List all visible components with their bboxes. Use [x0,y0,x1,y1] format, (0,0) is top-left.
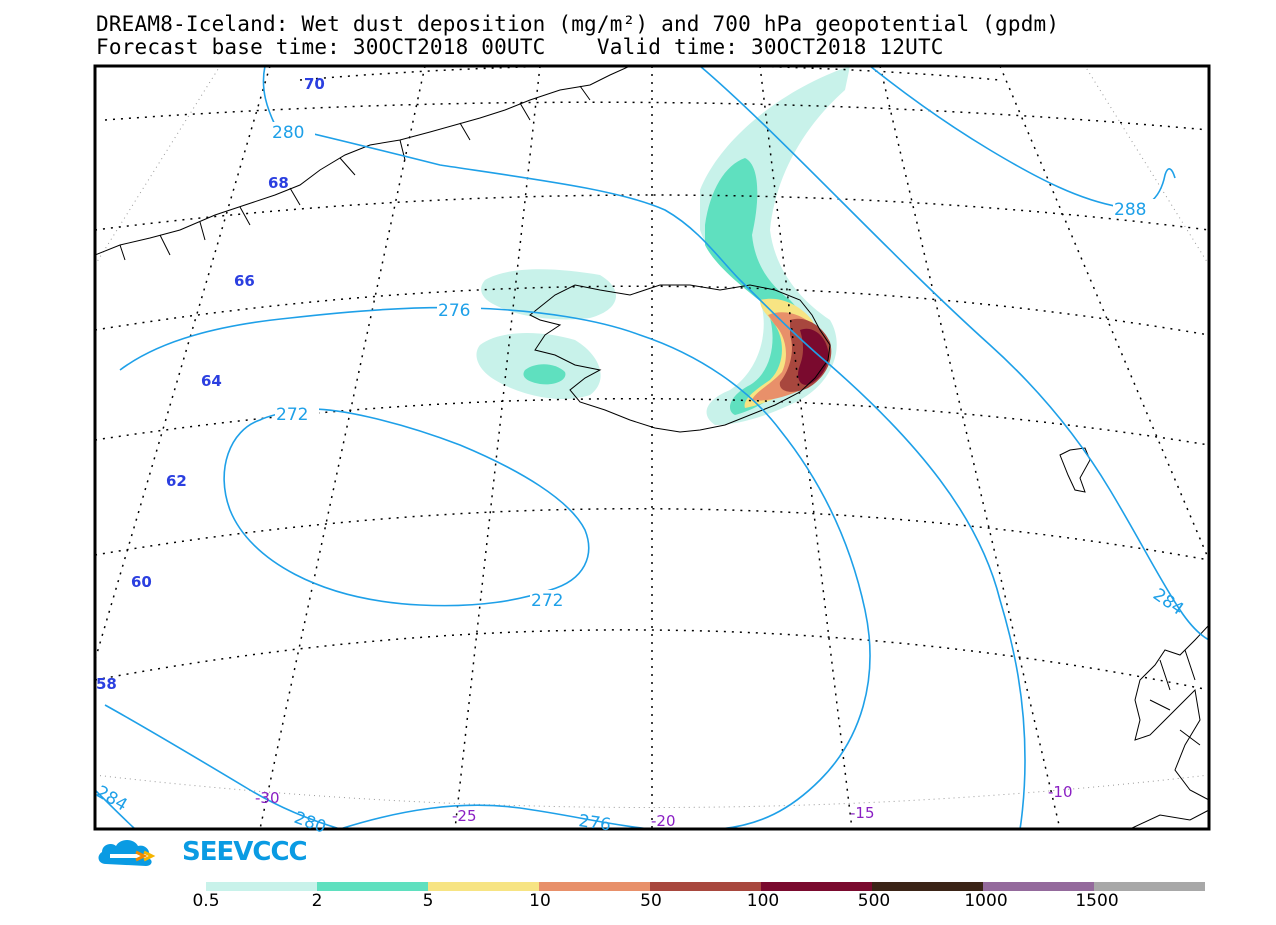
contour-label-284-east: 284 [1149,585,1187,620]
lon-label-minus20: -20 [651,812,676,830]
contour-276-s [339,804,651,829]
logo-text: SEEVCCC [182,837,308,867]
meridian-5 [999,66,1209,561]
seevccc-logo: SEEVCCC [96,834,308,870]
legend-label-4: 50 [640,891,662,911]
contour-284 [699,66,1209,641]
norway-fjords [1129,649,1209,829]
legend-swatch-2 [428,882,539,891]
faroe-islands [1059,447,1091,493]
legend-label-0: 0.5 [192,891,220,911]
legend-label-3: 10 [529,891,551,911]
legend-swatch-8 [1094,882,1205,891]
lon-label-minus25: -25 [452,807,477,825]
legend-colorbar [206,882,1205,891]
contour-280 [262,66,1026,829]
contour-label-276: 276 [438,301,470,321]
contour-280-sw [104,704,341,829]
contour-276 [119,306,871,829]
latitude-labels: 70 68 66 64 62 60 58 [96,75,325,693]
contour-288 [869,66,1176,209]
legend-label-6: 500 [857,891,891,911]
legend-swatch-1 [317,882,428,891]
longitude-labels: -30 -25 -20 -15 -10 [255,783,1073,830]
parallel-60 [95,508,1209,561]
legend-label-5: 100 [746,891,780,911]
meridian-35 [95,66,271,661]
graticule [95,66,1209,829]
map-title: DREAM8-Iceland: Wet dust deposition (mg/… [96,12,1060,36]
legend-swatch-6 [872,882,983,891]
dust-level-0.5-west-north [481,269,617,320]
parallel-58 [95,629,1209,691]
contour-label-280: 280 [272,123,304,143]
coastlines [95,66,1209,829]
parallel-64 [95,285,1209,336]
lat-label-58: 58 [96,675,117,693]
contour-label-272-south: 272 [531,591,563,611]
parallel-70 [299,66,1001,81]
parallel-66 [95,194,1209,231]
legend-swatch-5 [761,882,872,891]
legend-swatch-3 [539,882,650,891]
legend-label-2: 5 [422,891,434,911]
map-frame [93,64,1211,831]
lon-label-minus10: -10 [1048,783,1073,801]
contour-label-284-sw: 284 [93,782,131,816]
lon-label-minus30: -30 [255,789,280,807]
greenland-fjords [119,85,591,261]
contour-label-276-south: 276 [577,811,612,835]
meridian-10 [879,66,1061,829]
lat-label-68: 68 [268,174,289,192]
meridian-15 [759,66,853,829]
norway-coast [1134,624,1209,801]
legend-swatch-0 [206,882,317,891]
contour-label-272-north: 272 [276,405,308,425]
legend-label-8: 1500 [1075,891,1119,911]
contour-284-sw [95,789,136,829]
legend-swatch-4 [650,882,761,891]
contour-label-288: 288 [1114,200,1146,220]
dust-deposition-field [476,66,850,425]
lat-label-64: 64 [201,372,222,390]
legend-label-1: 2 [311,891,323,911]
greenland-coast [95,66,631,256]
lat-label-60: 60 [131,573,152,591]
legend-swatch-7 [983,882,1094,891]
contour-labels: 280 276 272 272 288 284 284 280 276 [93,122,1187,838]
legend-labels: 0.5 2 5 10 50 100 500 1000 1500 [0,891,1276,915]
lon-label-minus15: -15 [850,804,875,822]
dust-level-2-west [523,364,566,385]
cloud-logo-icon [98,840,156,866]
lat-label-70: 70 [304,75,325,93]
geopotential-contours [95,66,1209,829]
map-subtitle-times: Forecast base time: 30OCT2018 00UTC Vali… [96,35,944,59]
parallel-68 [104,101,1209,131]
parallel-62 [95,398,1209,446]
legend-label-7: 1000 [964,891,1008,911]
lat-label-66: 66 [234,272,255,290]
minor-graticule [95,66,1209,808]
lat-label-62: 62 [166,472,187,490]
contour-272 [223,408,590,607]
